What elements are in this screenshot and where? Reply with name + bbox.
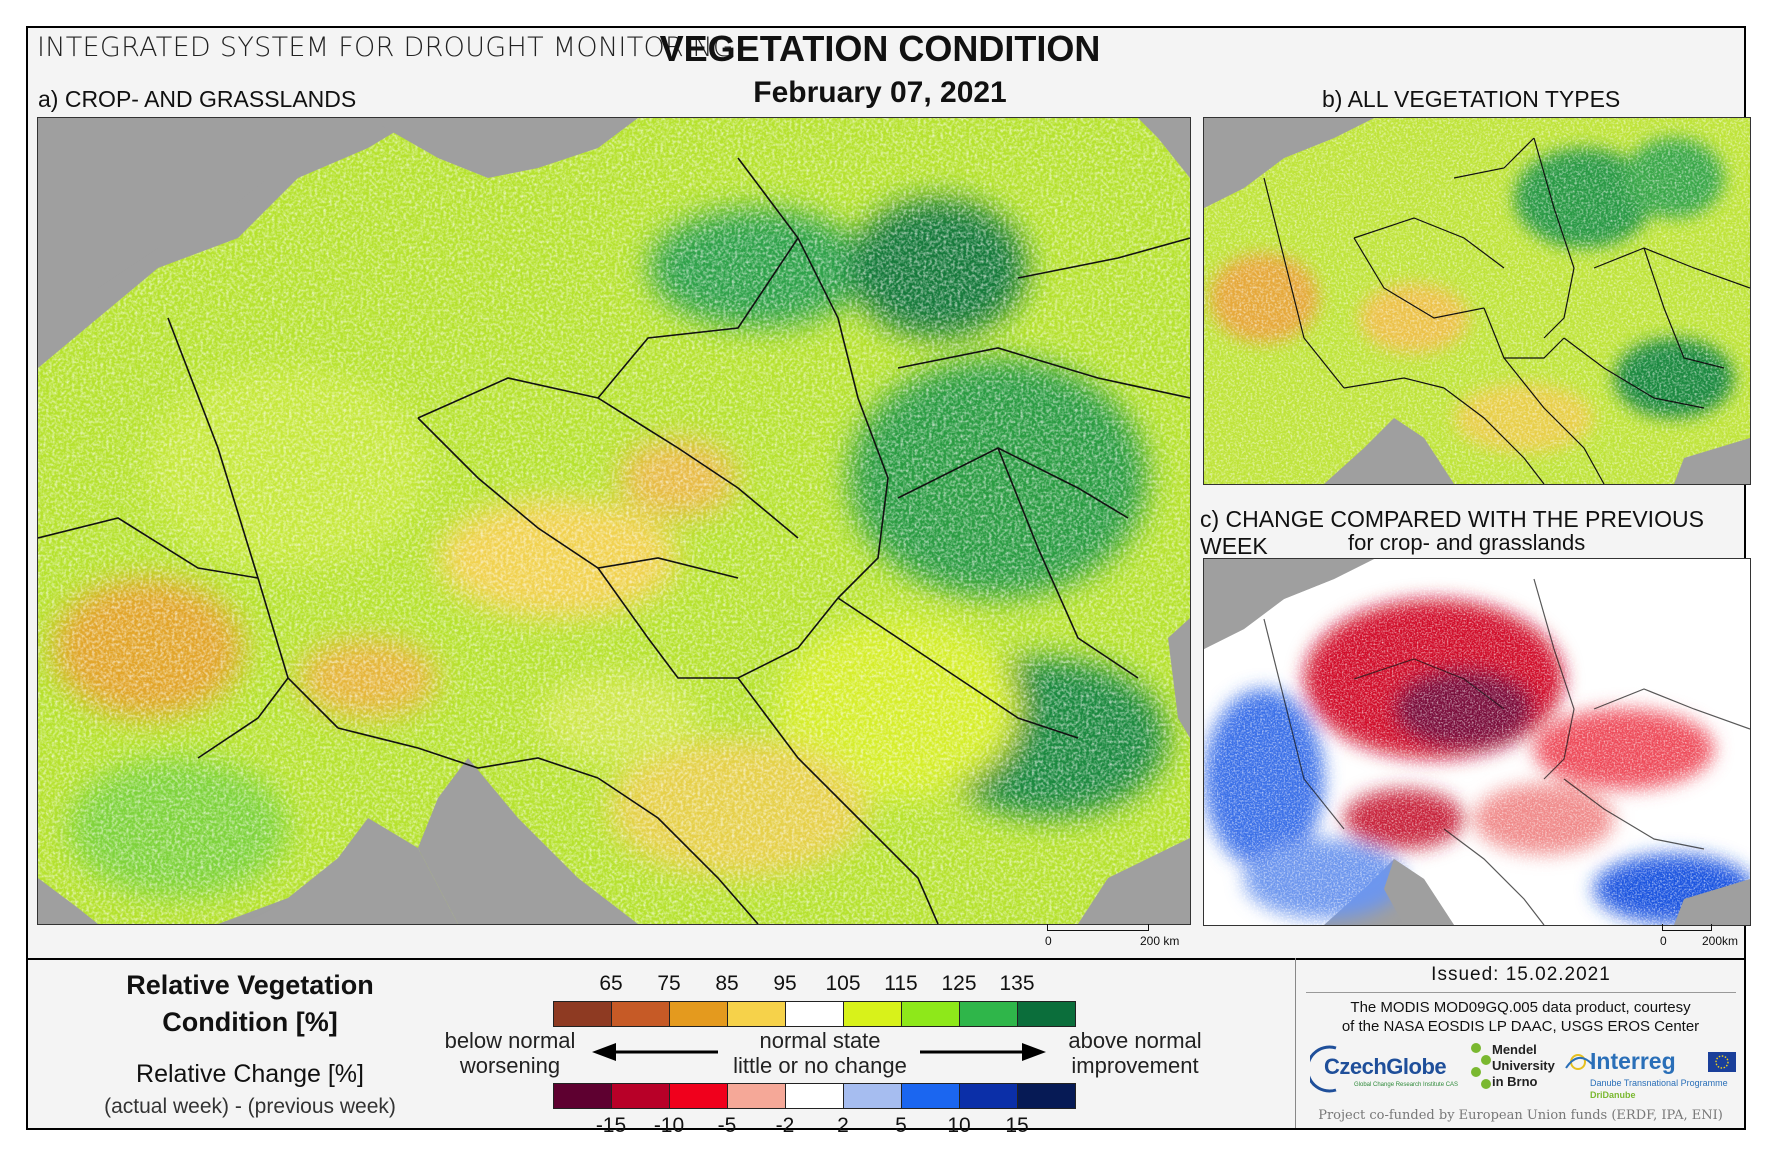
condition-swatch	[669, 1001, 728, 1027]
tick-label: 115	[884, 972, 918, 995]
legend-panel	[28, 958, 1744, 1130]
normal-line1: normal state	[759, 1028, 881, 1053]
scale-end: 200km	[1702, 934, 1739, 948]
mendel-wordmark: Mendel University in Brno	[1492, 1042, 1555, 1090]
condition-swatch	[785, 1001, 844, 1027]
condition-swatch	[611, 1001, 670, 1027]
change-swatch	[843, 1083, 902, 1109]
source-line2: of the NASA EOSDIS LP DAAC, USGS EROS Ce…	[1341, 1018, 1700, 1035]
right-arrow-icon	[920, 1043, 1046, 1061]
tick-label: 85	[715, 972, 739, 995]
tick-label: -10	[653, 1114, 685, 1137]
change-legend-subtitle: (actual week) - (previous week)	[104, 1095, 396, 1118]
tick-label: -5	[717, 1114, 737, 1137]
scale-start: 0	[1045, 934, 1052, 948]
source-line1: The MODIS MOD09GQ.005 data product, cour…	[1350, 999, 1691, 1016]
map-date: February 07, 2021	[753, 76, 1007, 109]
change-swatch	[669, 1083, 728, 1109]
panel-b-label: b) ALL VEGETATION TYPES	[1322, 86, 1621, 112]
normal-state-label: normal state little or no change	[710, 1028, 930, 1078]
tick-label: 105	[825, 972, 861, 995]
panel-b-map	[1203, 117, 1751, 485]
condition-swatch	[1017, 1001, 1076, 1027]
panel-a-label: a) CROP- AND GRASSLANDS	[38, 86, 357, 112]
tick-label: 65	[599, 972, 623, 995]
scale-end: 200 km	[1140, 934, 1180, 948]
tick-label: -15	[595, 1114, 627, 1137]
panel-c-sublabel: for crop- and grasslands	[1348, 530, 1586, 555]
scale-start: 0	[1660, 934, 1667, 948]
normal-line2: little or no change	[733, 1053, 907, 1078]
interreg-project: DriDanube	[1590, 1090, 1636, 1100]
condition-title-line2: Condition [%]	[162, 1007, 338, 1037]
below-normal-label: below normal worsening	[430, 1028, 590, 1078]
interreg-logo: Interreg Danube Transnational Programme …	[1564, 1044, 1739, 1106]
tick-label: -2	[775, 1114, 795, 1137]
change-swatch	[553, 1083, 612, 1109]
condition-swatch	[553, 1001, 612, 1027]
mendel-logo: Mendel University in Brno	[1468, 1042, 1558, 1102]
change-legend-title: Relative Change [%]	[136, 1060, 364, 1088]
condition-swatch	[843, 1001, 902, 1027]
czechglobe-subtitle: Global Change Research Institute CAS	[1354, 1082, 1459, 1088]
panel-a-map	[37, 117, 1191, 925]
scale-line	[1662, 924, 1712, 931]
tick-label: 125	[941, 972, 977, 995]
panel-c-map	[1203, 558, 1751, 926]
scale-line	[1047, 924, 1149, 931]
condition-swatch	[959, 1001, 1018, 1027]
left-arrow-icon	[592, 1043, 718, 1061]
change-swatch	[785, 1083, 844, 1109]
below-line1: below normal	[444, 1028, 576, 1053]
system-title: INTEGRATED SYSTEM FOR DROUGHT MONITORING	[37, 32, 735, 63]
issued-date: Issued: 15.02.2021	[1306, 958, 1736, 993]
mendel-line3: in Brno	[1492, 1074, 1538, 1089]
condition-swatch	[901, 1001, 960, 1027]
condition-legend-title: Relative Vegetation Condition [%]	[110, 970, 390, 1038]
data-source: The MODIS MOD09GQ.005 data product, cour…	[1296, 998, 1745, 1036]
czechglobe-arc-icon	[1310, 1045, 1337, 1093]
below-line2: worsening	[459, 1053, 561, 1078]
condition-title-line1: Relative Vegetation	[126, 970, 374, 1000]
above-line1: above normal	[1068, 1028, 1202, 1053]
mendel-line2: University	[1492, 1058, 1555, 1073]
panel-c-label: c) CHANGE COMPARED WITH THE PREVIOUS WEE…	[1200, 506, 1704, 559]
change-swatch	[959, 1083, 1018, 1109]
change-swatch	[901, 1083, 960, 1109]
interreg-sun-icon	[1565, 1054, 1593, 1070]
interreg-programme: Danube Transnational Programme	[1590, 1078, 1728, 1088]
tick-label: 75	[657, 972, 681, 995]
above-normal-label: above normal improvement	[1050, 1028, 1220, 1078]
change-swatch	[611, 1083, 670, 1109]
czechglobe-logo: CzechGlobe Global Change Research Instit…	[1310, 1044, 1460, 1096]
eu-flag-icon	[1708, 1052, 1736, 1072]
above-line2: improvement	[1071, 1053, 1199, 1078]
tick-label: 135	[999, 972, 1035, 995]
tick-label: 15	[1005, 1114, 1029, 1137]
condition-swatch	[727, 1001, 786, 1027]
change-color-scale	[553, 1083, 1076, 1109]
change-swatch	[727, 1083, 786, 1109]
mendel-dots-icon	[1471, 1043, 1491, 1089]
interreg-wordmark: Interreg	[1590, 1048, 1676, 1074]
tick-label: 5	[895, 1114, 907, 1137]
funding-note: Project co-funded by European Union fund…	[1318, 1108, 1723, 1123]
condition-color-scale	[553, 1001, 1076, 1027]
credits-panel: Issued: 15.02.2021 The MODIS MOD09GQ.005…	[1295, 958, 1745, 1128]
main-title: VEGETATION CONDITION	[659, 28, 1101, 69]
mendel-line1: Mendel	[1492, 1042, 1537, 1057]
czechglobe-wordmark: CzechGlobe	[1324, 1054, 1447, 1079]
tick-label: 10	[947, 1114, 971, 1137]
change-swatch	[1017, 1083, 1076, 1109]
tick-label: 95	[773, 972, 797, 995]
tick-label: 2	[837, 1114, 849, 1137]
